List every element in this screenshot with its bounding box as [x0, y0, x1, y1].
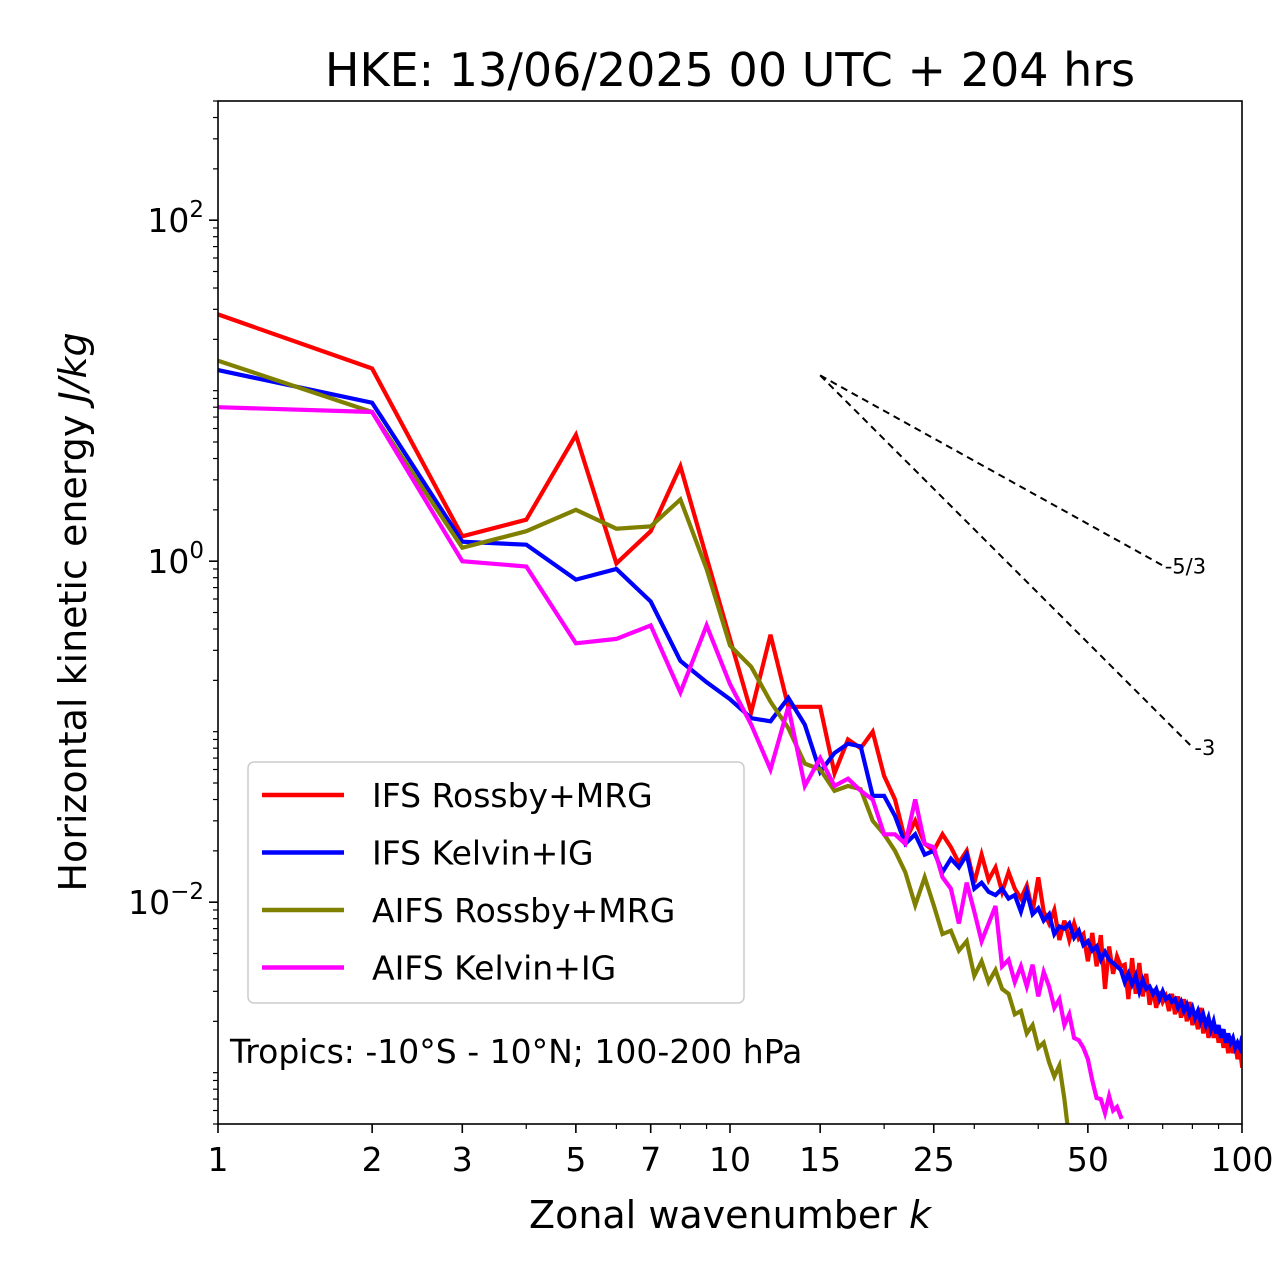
y-tick-label: 100: [147, 538, 204, 581]
reference-slope-line: [819, 374, 1164, 567]
reference-slope-label: -5/3: [1165, 554, 1206, 578]
legend-label: IFS Rossby+MRG: [372, 776, 653, 815]
x-tick-label: 10: [709, 1140, 751, 1179]
x-axis-label: Zonal wavenumber k: [529, 1193, 933, 1237]
x-tick-label: 100: [1211, 1140, 1274, 1179]
reference-slope-label: -3: [1194, 736, 1215, 760]
reference-lines: [819, 374, 1194, 748]
series-line: [218, 367, 1242, 1055]
legend-label: AIFS Kelvin+IG: [372, 949, 616, 988]
x-tick-label: 7: [640, 1140, 661, 1179]
series-lines: [218, 312, 1242, 1124]
legend: IFS Rossby+MRG IFS Kelvin+IG AIFS Rossby+M…: [247, 761, 745, 1004]
plot-frame: [217, 100, 1243, 1125]
region-annotation: Tropics: -10°S - 10°N; 100-200 hPa: [229, 1032, 802, 1071]
x-tick-label: 2: [362, 1140, 383, 1179]
x-tick-label: 15: [799, 1140, 841, 1179]
x-tick-label: 25: [913, 1140, 955, 1179]
chart-title: HKE: 13/06/2025 00 UTC + 204 hrs: [325, 43, 1135, 97]
reference-slope-line: [819, 374, 1194, 748]
x-tick-label: 50: [1067, 1140, 1109, 1179]
series-line: [218, 405, 1124, 1122]
y-ticks: 102 100 10−2: [128, 100, 218, 1125]
y-tick-label: 10−2: [128, 879, 204, 922]
legend-box: [247, 761, 745, 1004]
x-tick-label: 5: [565, 1140, 586, 1179]
series-line: [218, 358, 1070, 1124]
y-tick-label: 102: [147, 197, 204, 240]
legend-label: IFS Kelvin+IG: [372, 834, 594, 873]
reference-line-labels: -5/3 -3: [1165, 554, 1216, 760]
y-axis-label: Horizontal kinetic energy J/kg: [51, 332, 95, 891]
x-tick-label: 1: [208, 1140, 229, 1179]
legend-label: AIFS Rossby+MRG: [372, 891, 675, 930]
x-ticks: 1 2 3 5 7 10 15 25 50 100: [208, 1124, 1274, 1179]
x-tick-label: 3: [452, 1140, 473, 1179]
